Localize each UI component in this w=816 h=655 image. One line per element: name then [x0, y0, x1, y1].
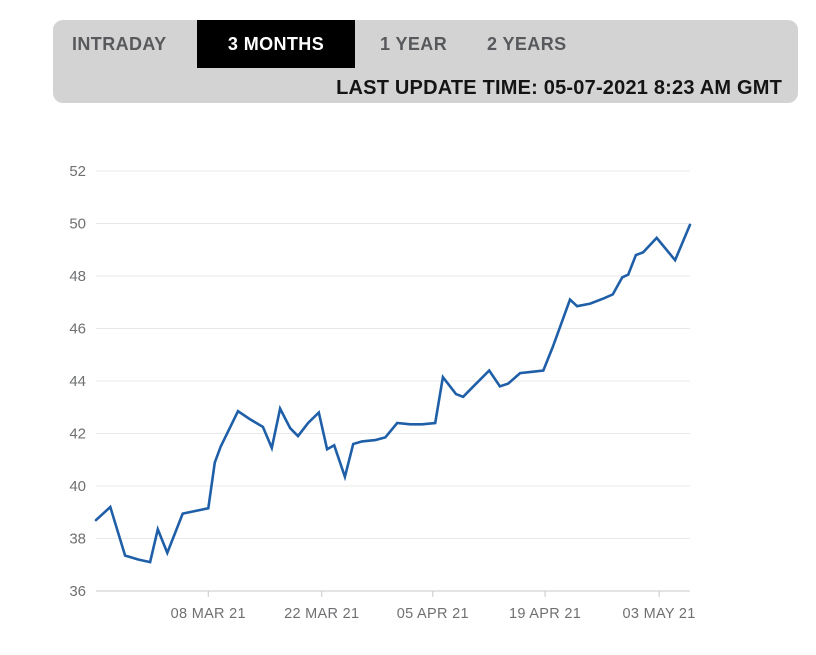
tab-1-year[interactable]: 1 YEAR — [380, 34, 448, 54]
x-tick-label: 22 MAR 21 — [284, 606, 359, 622]
x-tick-label: 03 MAY 21 — [623, 606, 696, 622]
tab-intraday[interactable]: INTRADAY — [72, 34, 167, 54]
y-tick-label: 42 — [69, 426, 86, 443]
y-tick-label: 48 — [69, 268, 86, 285]
tab-3-months-active[interactable]: 3 MONTHS — [197, 20, 355, 68]
x-tick-label: 08 MAR 21 — [171, 606, 246, 622]
x-tick-label: 19 APR 21 — [509, 606, 581, 622]
y-tick-label: 40 — [69, 478, 86, 495]
y-tick-label: 38 — [69, 531, 86, 548]
last-update-time: LAST UPDATE TIME: 05-07-2021 8:23 AM GMT — [336, 77, 782, 99]
price-series-line — [94, 223, 692, 564]
y-tick-label: 46 — [69, 321, 86, 338]
y-tick-label: 50 — [69, 216, 86, 233]
tab-2-years[interactable]: 2 YEARS — [487, 34, 567, 54]
price-line-chart[interactable]: 36 38 40 42 44 46 48 50 52 08 MAR 21 22 MAR 21 05 A… — [0, 130, 816, 655]
chart-range-tab-bar: INTRADAY 3 MONTHS 1 YEAR 2 YEARS LAST UP… — [53, 20, 798, 103]
y-tick-label: 44 — [69, 373, 86, 390]
x-tick-label: 05 APR 21 — [397, 606, 469, 622]
y-tick-label: 52 — [69, 163, 86, 180]
y-tick-label: 36 — [69, 583, 86, 600]
